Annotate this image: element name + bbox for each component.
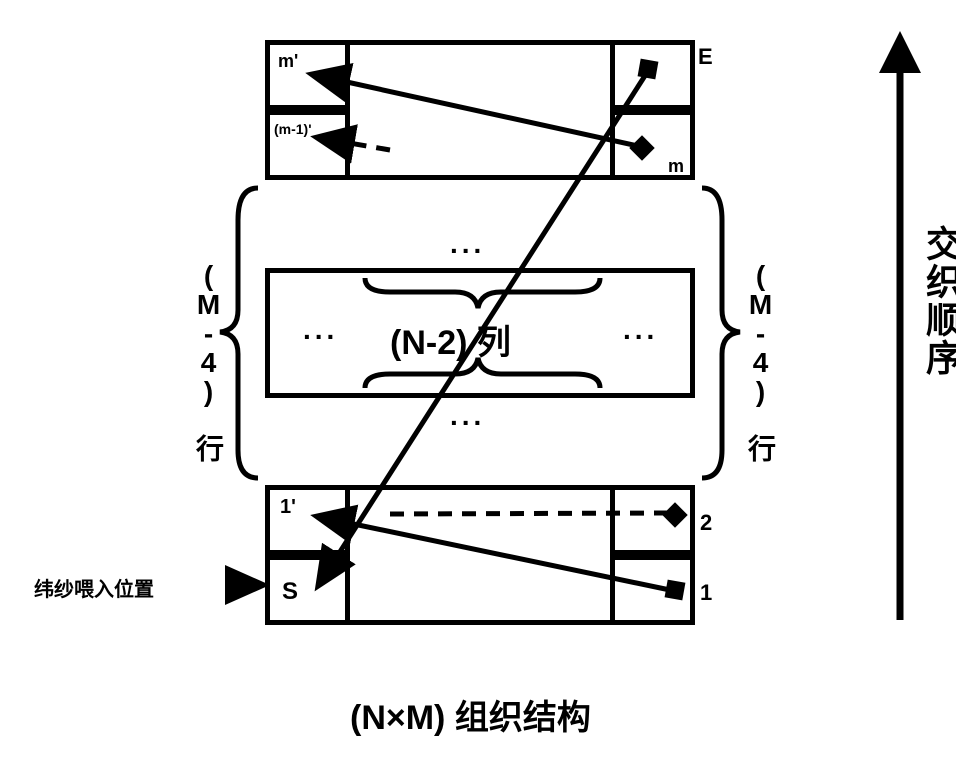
end-label-E: E	[698, 44, 713, 70]
ellipsis-mid-bottom: ...	[450, 400, 485, 432]
bottom-left-top-cell: 1'	[265, 485, 350, 555]
cell-label-m-prime: m'	[278, 51, 298, 72]
bottom-left-bot-cell: S	[265, 555, 350, 625]
end-label-2: 2	[700, 510, 712, 536]
left-axis-label: (M-4) 行	[188, 260, 228, 460]
top-right-top-cell	[610, 40, 695, 110]
cell-label-m-1-prime: (m-1)'	[274, 121, 312, 137]
cell-label-S: S	[282, 578, 298, 606]
end-label-m: m	[668, 156, 684, 177]
bottom-right-bot-cell	[610, 555, 695, 625]
ellipsis-mid-right: ...	[623, 314, 658, 346]
top-left-top-cell: m'	[265, 40, 350, 110]
cell-label-1-prime: 1'	[280, 496, 296, 519]
ellipsis-mid-top: ...	[450, 228, 485, 260]
right-inner-axis-label: (M-4) 行	[740, 260, 780, 460]
top-left-bot-cell: (m-1)'	[265, 110, 350, 180]
right-axis-label: 交织顺序	[915, 225, 956, 377]
center-columns-label: (N-2) 列	[390, 315, 511, 364]
diagram-root: m' E (m-1)' m (N-2) 列 ... ... ... ... 1'…	[20, 20, 936, 739]
diagram-title: (N×M) 组织结构	[350, 690, 591, 739]
right-brace	[702, 188, 740, 478]
feed-position-label: 纬纱喂入位置	[34, 573, 154, 602]
bottom-right-top-cell	[610, 485, 695, 555]
end-label-1: 1	[700, 580, 712, 606]
ellipsis-mid-left: ...	[303, 314, 338, 346]
